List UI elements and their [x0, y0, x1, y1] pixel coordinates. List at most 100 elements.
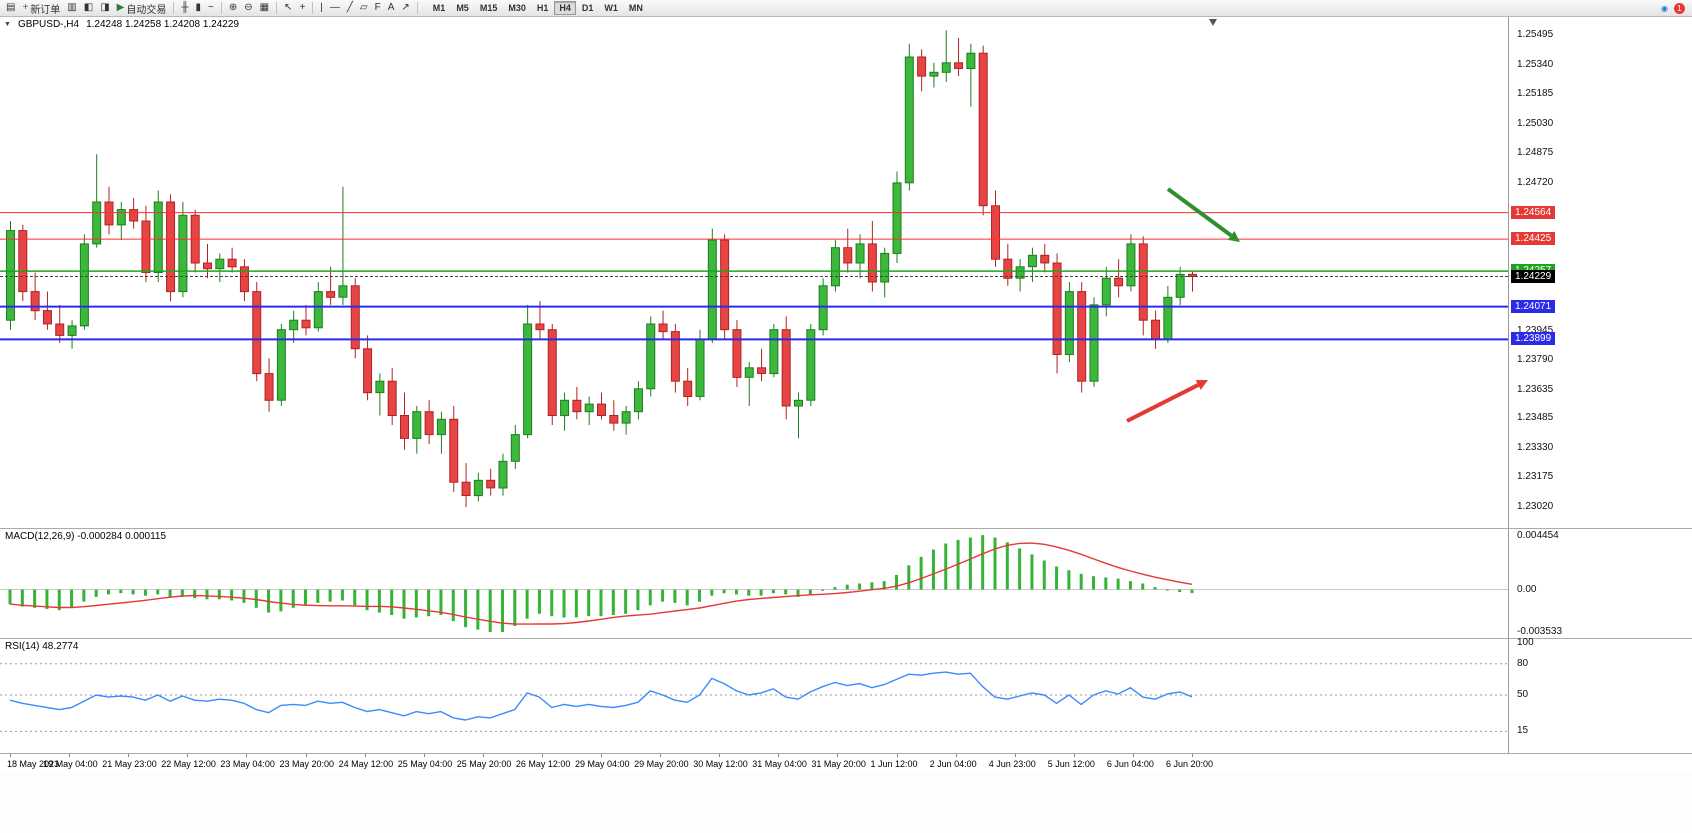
time-axis[interactable]: 18 May 2023 19 May 04:00 21 May 23:00 22 Ma… [0, 753, 1692, 773]
macd-histogram-bar [845, 584, 849, 590]
candle-body [424, 411, 434, 436]
zoom-out-button[interactable]: ⊖ [241, 2, 255, 14]
candlestick-chart[interactable] [0, 17, 1508, 528]
time-label: 21 May 23:00 [102, 759, 157, 769]
new-order-button[interactable]: + 新订单 [19, 0, 63, 17]
new-chart-button[interactable]: ▤ [3, 2, 18, 14]
candle-body [646, 323, 656, 390]
macd-histogram-bar [1141, 583, 1145, 590]
rsi-tick: 50 [1517, 689, 1529, 700]
candle-body [387, 380, 397, 417]
price-tick: 1.25185 [1517, 88, 1554, 100]
macd-histogram-bar [1079, 573, 1083, 590]
macd-histogram-bar [759, 589, 763, 596]
candle-body [1114, 277, 1124, 287]
timeframe-d1[interactable]: D1 [581, 3, 594, 13]
candle-body [621, 411, 631, 424]
bar-chart-button[interactable]: ╫ [178, 2, 191, 14]
timeframe-m5[interactable]: M5 [456, 3, 469, 13]
time-tick [246, 754, 248, 757]
timeframe-mn[interactable]: MN [628, 3, 643, 13]
trendline-button[interactable]: ╱ [344, 2, 356, 14]
channel-button[interactable]: ▱ [357, 2, 371, 14]
price-tick: 1.25340 [1517, 58, 1554, 70]
candle-body [584, 403, 594, 413]
candle-body [769, 329, 779, 375]
timeframe-h4[interactable]: H4 [554, 1, 576, 15]
red-up-arrow[interactable] [1126, 383, 1200, 423]
crosshair-icon: + [299, 2, 306, 13]
timeframe-m15[interactable]: M15 [479, 3, 498, 13]
candle-body [203, 262, 212, 270]
candle-body [264, 373, 274, 401]
timeframe-h1[interactable]: H1 [536, 3, 549, 13]
time-tick [955, 754, 957, 757]
line-chart-button[interactable]: ~ [205, 2, 217, 14]
tile-windows-button[interactable]: ▦ [257, 2, 272, 14]
macd-histogram-bar [673, 589, 677, 603]
shift-end-marker[interactable] [1209, 19, 1217, 26]
community-icon[interactable]: ◉ [1661, 3, 1668, 13]
autotrading-button[interactable]: ▶ 自动交易 [114, 0, 170, 17]
market-watch-button[interactable]: ◧ [81, 2, 96, 14]
time-label: 25 May 20:00 [456, 759, 512, 769]
horizontal-line-button[interactable]: ― [327, 2, 343, 14]
candle-body [843, 247, 853, 264]
candle-body [695, 338, 705, 397]
time-label: 31 May 04:00 [752, 759, 807, 769]
time-tick [601, 754, 602, 757]
macd-histogram-bar [365, 589, 369, 611]
candle-body [486, 479, 496, 489]
toolbar-right: ◉ 1 [1659, 2, 1689, 14]
cursor-button[interactable]: ↖ [281, 2, 295, 14]
macd-tick: 0.00 [1517, 583, 1537, 595]
fibonacci-button[interactable]: F [372, 2, 384, 14]
macd-histogram-bar [722, 589, 726, 594]
price-axis[interactable]: 1.25495 1.25340 1.25185 1.25030 1.24875 1.247… [1508, 17, 1692, 528]
candle-body [523, 323, 533, 436]
collapse-chart-icon[interactable]: ▼ [4, 21, 11, 28]
timeframe-m30[interactable]: M30 [508, 3, 526, 13]
rsi-chart[interactable] [0, 639, 1508, 753]
price-tick: 1.23790 [1517, 354, 1554, 366]
green-down-arrow-head [1227, 231, 1240, 242]
candle-body [498, 460, 508, 489]
timeframe-w1[interactable]: W1 [604, 3, 618, 13]
price-tick: 1.25030 [1517, 117, 1554, 129]
arrows-tool-button[interactable]: ↗ [398, 2, 412, 14]
candlestick-chart-icon: ▮ [195, 2, 201, 13]
charts-window-button[interactable]: ▥ [64, 2, 79, 14]
macd-histogram-bar [882, 581, 886, 590]
candle-body [757, 367, 767, 374]
candlestick-chart-button[interactable]: ▮ [192, 2, 204, 14]
candle-body [92, 201, 102, 245]
zoom-in-button[interactable]: ⊕ [226, 2, 240, 14]
macd-histogram-bar [599, 589, 603, 617]
notification-badge[interactable]: 1 [1674, 2, 1685, 14]
macd-histogram-bar [390, 589, 394, 615]
text-button[interactable]: A [385, 2, 398, 14]
time-label: 5 Jun 12:00 [1047, 759, 1095, 769]
macd-chart[interactable] [0, 529, 1508, 638]
candle-body [42, 310, 52, 325]
timeframe-group: M1 M5 M15 M30 H1 H4 D1 W1 MN [428, 1, 648, 15]
time-label: 6 Jun 04:00 [1106, 759, 1154, 769]
autotrading-button-label: 自动交易 [126, 4, 167, 16]
candle-body [338, 285, 348, 298]
vertical-line-button[interactable]: | [317, 2, 326, 14]
rsi-axis[interactable]: 100 80 50 15 [1508, 637, 1692, 753]
candle-body [436, 418, 446, 436]
rsi-line [9, 671, 1193, 721]
timeframe-m1[interactable]: M1 [432, 3, 446, 13]
macd-histogram-bar [119, 589, 123, 594]
crosshair-button[interactable]: + [296, 2, 308, 14]
green-down-arrow[interactable] [1166, 187, 1233, 238]
navigator-button[interactable]: ◨ [97, 2, 112, 14]
macd-histogram-bar [414, 589, 418, 618]
candle-body [252, 291, 262, 375]
candle-body [350, 285, 360, 350]
time-label: 6 Jun 20:00 [1166, 759, 1214, 769]
candle-body [375, 380, 385, 394]
macd-axis[interactable]: 0.004454 0.00 -0.003533 [1508, 529, 1692, 638]
